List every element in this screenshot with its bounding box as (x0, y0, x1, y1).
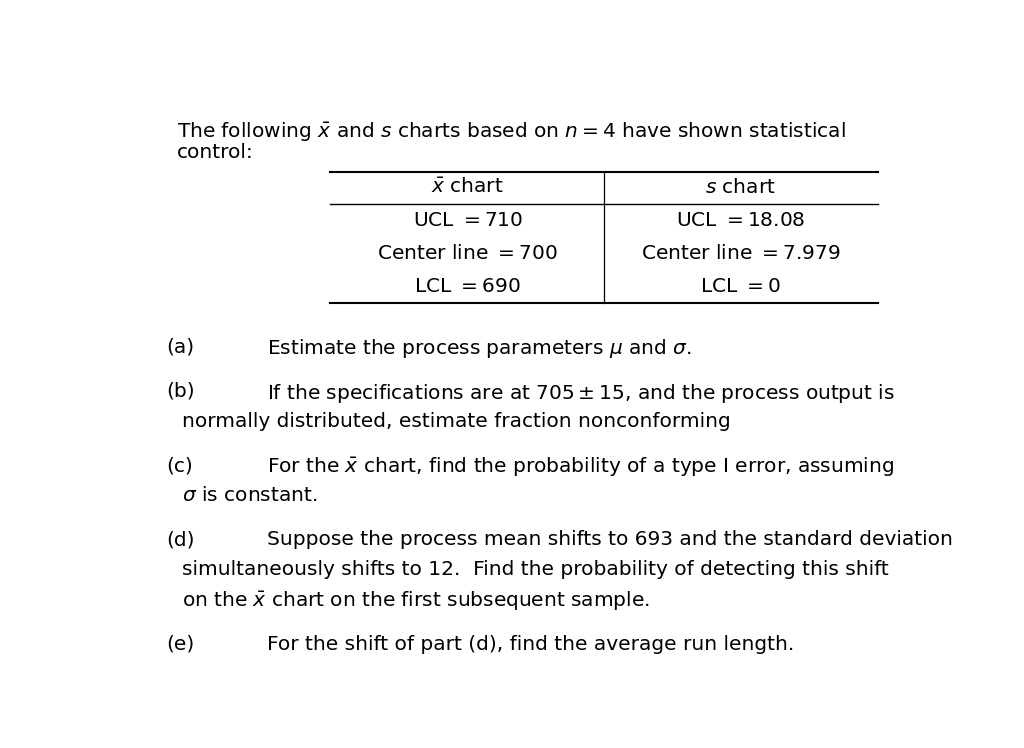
Text: For the shift of part (d), find the average run length.: For the shift of part (d), find the aver… (267, 634, 795, 654)
Text: $s$ chart: $s$ chart (706, 179, 776, 197)
Text: control:: control: (177, 143, 254, 162)
Text: (a): (a) (166, 337, 195, 357)
Text: $\bar{x}$ chart: $\bar{x}$ chart (431, 179, 504, 197)
Text: (b): (b) (166, 381, 195, 401)
Text: UCL $=710$: UCL $=710$ (413, 211, 523, 230)
Text: LCL $=690$: LCL $=690$ (415, 277, 521, 296)
Text: (d): (d) (166, 530, 195, 549)
Text: (c): (c) (166, 456, 193, 475)
Text: UCL $= 18.08$: UCL $= 18.08$ (676, 211, 805, 230)
Text: (e): (e) (166, 634, 195, 654)
Text: normally distributed, estimate fraction nonconforming: normally distributed, estimate fraction … (182, 411, 731, 431)
Text: Estimate the process parameters $\mu$ and $\sigma$.: Estimate the process parameters $\mu$ an… (267, 337, 691, 361)
Text: Center line $=700$: Center line $=700$ (377, 244, 558, 263)
Text: Suppose the process mean shifts to 693 and the standard deviation: Suppose the process mean shifts to 693 a… (267, 530, 952, 549)
Text: $\sigma$ is constant.: $\sigma$ is constant. (182, 486, 317, 505)
Text: LCL $=0$: LCL $=0$ (700, 277, 781, 296)
Text: For the $\bar{x}$ chart, find the probability of a type I error, assuming: For the $\bar{x}$ chart, find the probab… (267, 456, 894, 479)
Text: on the $\bar{x}$ chart on the first subsequent sample.: on the $\bar{x}$ chart on the first subs… (182, 590, 650, 613)
Text: The following $\bar{x}$ and $s$ charts based on $n = 4$ have shown statistical: The following $\bar{x}$ and $s$ charts b… (177, 121, 846, 144)
Text: simultaneously shifts to 12.  Find the probability of detecting this shift: simultaneously shifts to 12. Find the pr… (182, 560, 889, 579)
Text: Center line $=7.979$: Center line $=7.979$ (641, 244, 841, 263)
Text: If the specifications are at $705 \pm 15$, and the process output is: If the specifications are at $705 \pm 15… (267, 381, 895, 405)
